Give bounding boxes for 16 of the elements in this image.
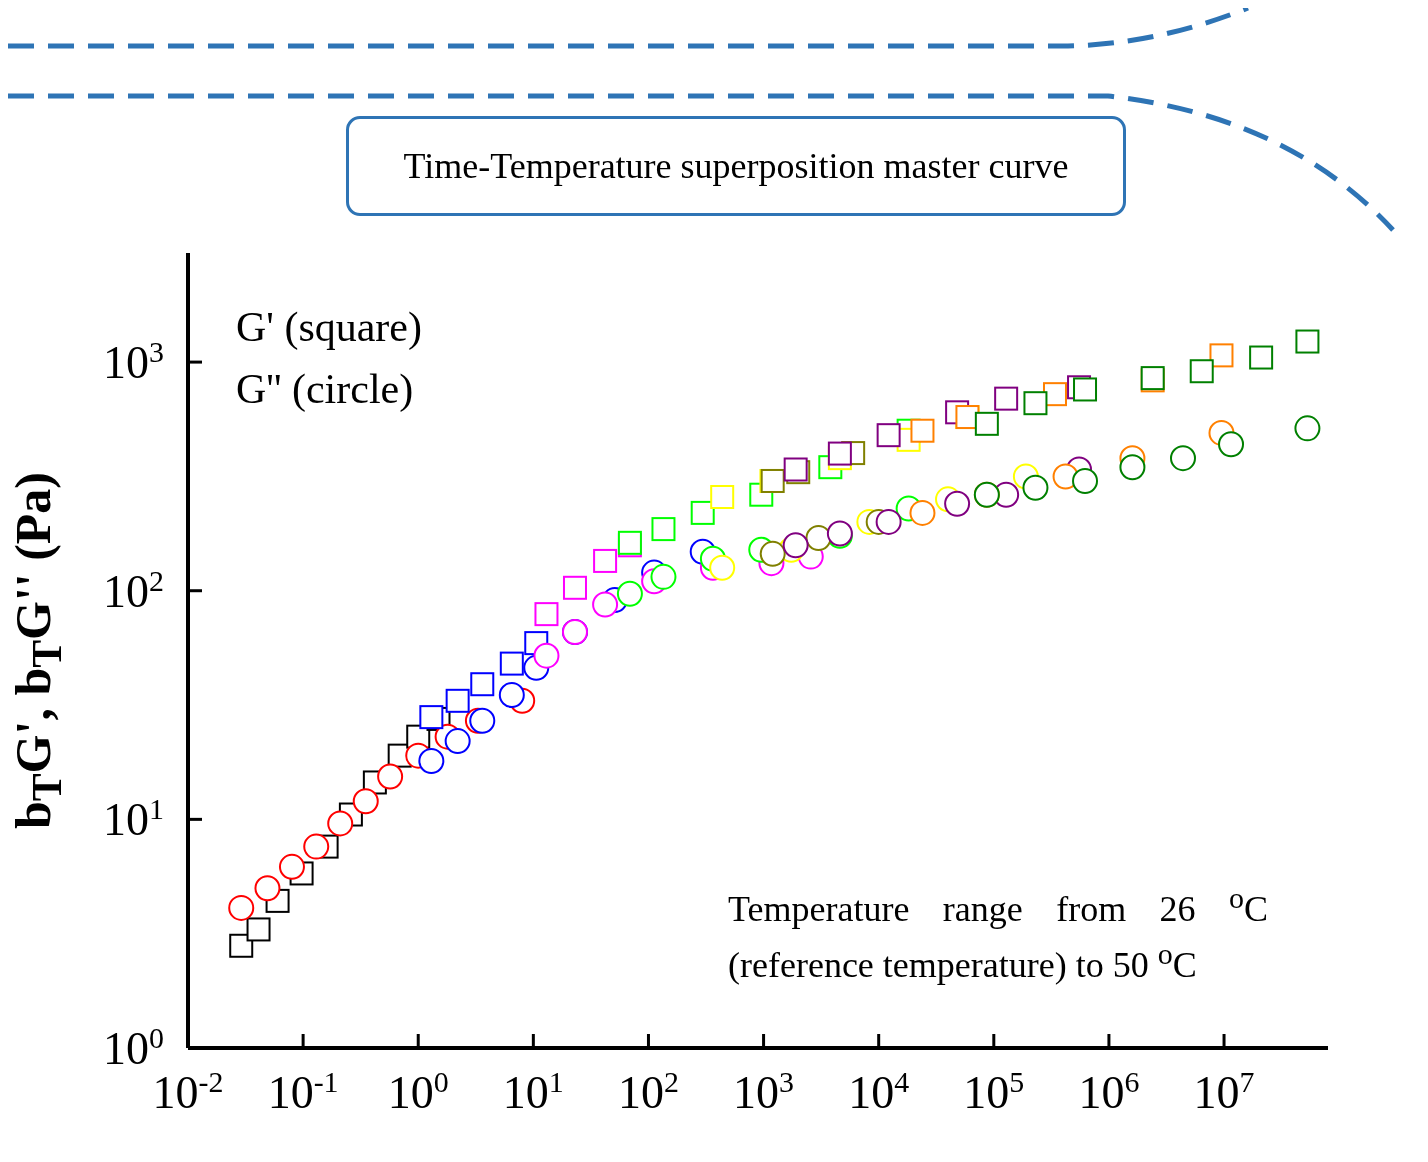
x-tick-label: 10$^{2}$: [617, 1064, 679, 1118]
x-tick-label: 10$^{1}$: [502, 1064, 564, 1118]
y-tick-label: 10$^{3}$: [103, 334, 164, 389]
x-tick-label: 10$^{5}$: [963, 1064, 1025, 1118]
chart-title: Time-Temperature superposition master curve: [346, 116, 1126, 216]
x-tick-label: 10$^{3}$: [733, 1064, 795, 1118]
x-tick-label: 10$^{-1}$: [267, 1064, 339, 1118]
x-tick-label: 10$^{7}$: [1193, 1064, 1255, 1118]
y-tick-label: 10$^{1}$: [103, 791, 164, 846]
x-tick-label: 10$^{0}$: [387, 1064, 449, 1118]
annotation: G' (square): [236, 303, 422, 351]
annotation: G'' (circle): [236, 365, 414, 413]
x-tick-label: 10$^{6}$: [1078, 1064, 1140, 1118]
text: Temperature range from 26 $^{o}$C (reference temperature) to 50 $^{o}$C: [728, 881, 1268, 985]
x-tick-label: 10$^{4}$: [848, 1064, 910, 1118]
y-tick-label: 10$^{2}$: [103, 563, 164, 617]
